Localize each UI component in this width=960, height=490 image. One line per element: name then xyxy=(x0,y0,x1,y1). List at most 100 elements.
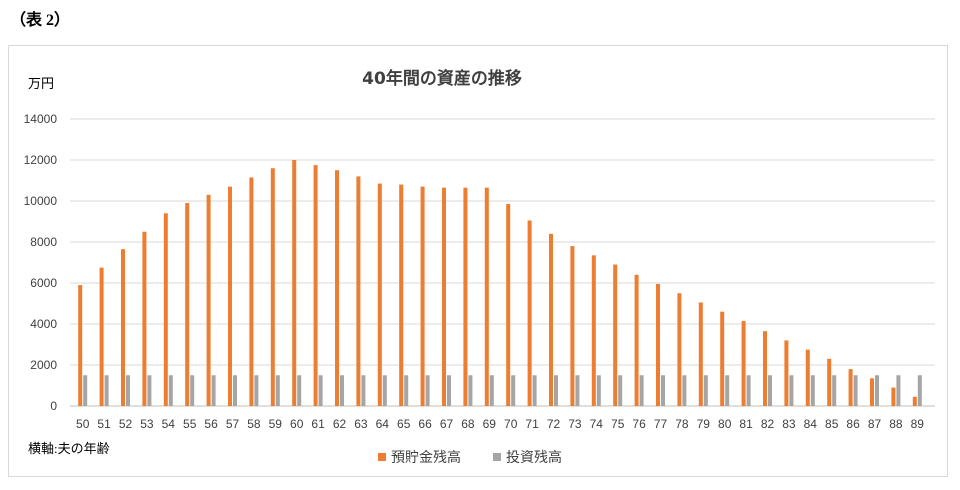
bar-investment-62 xyxy=(340,375,344,406)
bar-savings-60 xyxy=(292,160,297,406)
bar-investment-79 xyxy=(703,375,708,406)
bar-savings-56 xyxy=(206,194,211,406)
bar-investment-51 xyxy=(104,375,109,406)
bar-savings-84 xyxy=(805,349,810,406)
bar-investment-67 xyxy=(447,375,451,406)
bar-investment-74 xyxy=(596,375,601,406)
x-tick-label: 76 xyxy=(632,417,646,431)
x-tick-label: 83 xyxy=(782,417,796,431)
x-tick-label: 74 xyxy=(590,417,604,431)
x-tick-label: 55 xyxy=(183,417,197,431)
legend: 預貯金残高 投資残高 xyxy=(378,449,562,466)
table-caption: （表 2） xyxy=(10,12,71,29)
bar-savings-88 xyxy=(891,387,896,406)
bar-savings-55 xyxy=(185,203,190,406)
y-tick-label: 12000 xyxy=(24,153,58,167)
bar-savings-86 xyxy=(848,369,853,406)
bar-investment-76 xyxy=(639,375,644,406)
bar-savings-70 xyxy=(506,204,511,406)
y-tick-label: 0 xyxy=(50,399,57,413)
bar-investment-61 xyxy=(318,375,323,406)
bar-savings-87 xyxy=(870,378,874,406)
x-tick-label: 60 xyxy=(290,417,304,431)
bar-savings-59 xyxy=(270,168,275,406)
bar-savings-83 xyxy=(784,340,789,406)
bar-savings-65 xyxy=(399,184,404,406)
bar-investment-75 xyxy=(618,375,623,406)
bar-investment-77 xyxy=(661,375,665,406)
gridlines xyxy=(70,118,935,407)
bar-savings-66 xyxy=(420,186,425,406)
bar-savings-50 xyxy=(78,285,83,406)
bar-investment-70 xyxy=(511,375,516,406)
y-tick-label: 8000 xyxy=(30,235,57,249)
x-tick-label: 59 xyxy=(269,417,283,431)
bar-investment-82 xyxy=(768,375,772,406)
x-tick-label: 72 xyxy=(547,417,561,431)
x-tick-label: 65 xyxy=(397,417,411,431)
y-tick-label: 10000 xyxy=(24,194,58,208)
bar-savings-76 xyxy=(634,274,639,406)
x-tick-label: 69 xyxy=(483,417,497,431)
legend-swatch-savings xyxy=(378,453,386,461)
bars xyxy=(78,160,922,406)
legend-label-investment: 投資残高 xyxy=(506,449,562,466)
y-axis-unit: 万円 xyxy=(28,76,54,91)
bar-savings-61 xyxy=(313,165,318,406)
bar-savings-53 xyxy=(142,231,147,406)
chart-title: 40年間の資産の推移 xyxy=(362,68,522,89)
x-tick-label: 50 xyxy=(76,417,90,431)
x-tick-label: 78 xyxy=(675,417,689,431)
y-tick-label: 14000 xyxy=(24,112,58,126)
bar-investment-89 xyxy=(917,375,922,406)
x-axis-ticks: 50 51 52 53 54 55 56 57 58 59 60 61 62 63 64 65 66 67 68 69… xyxy=(76,417,924,431)
x-tick-label: 86 xyxy=(846,417,860,431)
x-tick-label: 54 xyxy=(162,417,176,431)
bar-savings-75 xyxy=(613,264,618,406)
x-tick-label: 61 xyxy=(311,417,325,431)
bar-savings-57 xyxy=(228,186,232,406)
bar-savings-79 xyxy=(698,302,703,406)
x-tick-label: 68 xyxy=(461,417,475,431)
legend-swatch-investment xyxy=(493,453,501,461)
bar-investment-85 xyxy=(832,375,837,406)
bar-investment-86 xyxy=(853,375,858,406)
x-tick-label: 84 xyxy=(804,417,818,431)
x-tick-label: 56 xyxy=(204,417,218,431)
x-tick-label: 73 xyxy=(568,417,582,431)
y-axis-ticks: 0 2000 4000 6000 8000 10000 12000 14000 xyxy=(24,112,58,413)
bar-investment-84 xyxy=(810,375,815,406)
bar-investment-52 xyxy=(126,375,130,406)
bar-investment-58 xyxy=(254,375,259,406)
x-tick-label: 79 xyxy=(697,417,711,431)
x-tick-label: 64 xyxy=(376,417,390,431)
bar-savings-80 xyxy=(720,311,725,406)
x-tick-label: 80 xyxy=(718,417,732,431)
bar-savings-67 xyxy=(442,187,446,406)
bar-investment-87 xyxy=(875,375,879,406)
chart-frame xyxy=(8,45,948,477)
bar-savings-71 xyxy=(527,220,532,406)
legend-label-savings: 預貯金残高 xyxy=(391,449,461,466)
bar-savings-62 xyxy=(335,170,339,406)
bar-savings-78 xyxy=(677,293,682,406)
x-tick-label: 77 xyxy=(654,417,668,431)
x-tick-label: 53 xyxy=(140,417,154,431)
y-tick-label: 4000 xyxy=(30,317,57,331)
bar-investment-57 xyxy=(233,375,237,406)
x-tick-label: 75 xyxy=(611,417,625,431)
x-tick-label: 81 xyxy=(739,417,753,431)
bar-investment-59 xyxy=(275,375,280,406)
bar-savings-89 xyxy=(912,396,917,406)
bar-savings-72 xyxy=(549,233,553,406)
bar-savings-82 xyxy=(763,331,767,406)
x-tick-label: 58 xyxy=(247,417,261,431)
x-tick-label: 57 xyxy=(226,417,240,431)
bar-investment-69 xyxy=(489,375,494,406)
x-tick-label: 51 xyxy=(97,417,111,431)
x-tick-label: 52 xyxy=(119,417,133,431)
bar-investment-53 xyxy=(147,375,152,406)
bar-investment-65 xyxy=(404,375,409,406)
bar-investment-71 xyxy=(532,375,537,406)
bar-investment-60 xyxy=(297,375,302,406)
